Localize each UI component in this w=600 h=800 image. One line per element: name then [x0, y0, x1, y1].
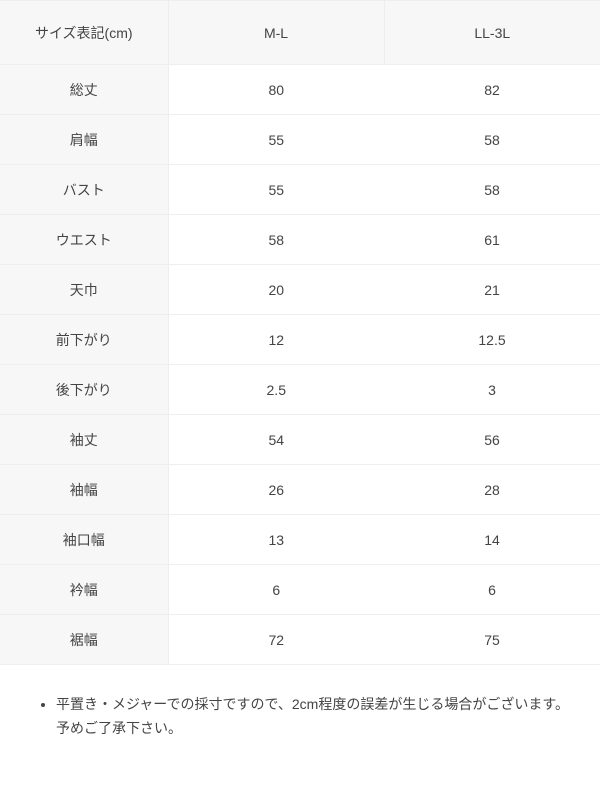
col-header-label: サイズ表記(cm) — [0, 1, 168, 65]
row-value: 6 — [384, 565, 600, 615]
table-row: 後下がり2.53 — [0, 365, 600, 415]
row-label: 天巾 — [0, 265, 168, 315]
row-value: 58 — [384, 165, 600, 215]
size-table: サイズ表記(cm) M-L LL-3L 総丈8082肩幅5558バスト5558ウ… — [0, 0, 600, 665]
table-row: ウエスト5861 — [0, 215, 600, 265]
table-header-row: サイズ表記(cm) M-L LL-3L — [0, 1, 600, 65]
row-value: 58 — [168, 215, 384, 265]
row-value: 2.5 — [168, 365, 384, 415]
notes-section: 平置き・メジャーでの採寸ですので、2cm程度の誤差が生じる場合がございます。予め… — [0, 665, 600, 761]
row-label: 肩幅 — [0, 115, 168, 165]
table-row: バスト5558 — [0, 165, 600, 215]
table-body: 総丈8082肩幅5558バスト5558ウエスト5861天巾2021前下がり121… — [0, 65, 600, 665]
row-value: 56 — [384, 415, 600, 465]
table-row: 総丈8082 — [0, 65, 600, 115]
row-value: 20 — [168, 265, 384, 315]
row-value: 14 — [384, 515, 600, 565]
table-row: 衿幅66 — [0, 565, 600, 615]
col-header-size1: M-L — [168, 1, 384, 65]
row-value: 75 — [384, 615, 600, 665]
col-header-size2: LL-3L — [384, 1, 600, 65]
row-value: 61 — [384, 215, 600, 265]
row-label: 裾幅 — [0, 615, 168, 665]
row-value: 26 — [168, 465, 384, 515]
row-label: 総丈 — [0, 65, 168, 115]
row-value: 3 — [384, 365, 600, 415]
row-value: 55 — [168, 165, 384, 215]
row-value: 72 — [168, 615, 384, 665]
note-item: 平置き・メジャーでの採寸ですので、2cm程度の誤差が生じる場合がございます。予め… — [56, 693, 570, 741]
table-row: 前下がり1212.5 — [0, 315, 600, 365]
table-row: 天巾2021 — [0, 265, 600, 315]
table-row: 袖幅2628 — [0, 465, 600, 515]
row-value: 12.5 — [384, 315, 600, 365]
row-label: ウエスト — [0, 215, 168, 265]
row-value: 54 — [168, 415, 384, 465]
row-label: 前下がり — [0, 315, 168, 365]
row-value: 58 — [384, 115, 600, 165]
row-value: 13 — [168, 515, 384, 565]
row-label: 後下がり — [0, 365, 168, 415]
row-value: 12 — [168, 315, 384, 365]
table-row: 肩幅5558 — [0, 115, 600, 165]
row-value: 82 — [384, 65, 600, 115]
table-row: 裾幅7275 — [0, 615, 600, 665]
row-label: バスト — [0, 165, 168, 215]
row-value: 21 — [384, 265, 600, 315]
row-value: 55 — [168, 115, 384, 165]
table-row: 袖口幅1314 — [0, 515, 600, 565]
row-value: 28 — [384, 465, 600, 515]
row-value: 80 — [168, 65, 384, 115]
row-value: 6 — [168, 565, 384, 615]
row-label: 袖幅 — [0, 465, 168, 515]
row-label: 袖口幅 — [0, 515, 168, 565]
row-label: 衿幅 — [0, 565, 168, 615]
notes-list: 平置き・メジャーでの採寸ですので、2cm程度の誤差が生じる場合がございます。予め… — [30, 693, 570, 741]
table-row: 袖丈5456 — [0, 415, 600, 465]
row-label: 袖丈 — [0, 415, 168, 465]
